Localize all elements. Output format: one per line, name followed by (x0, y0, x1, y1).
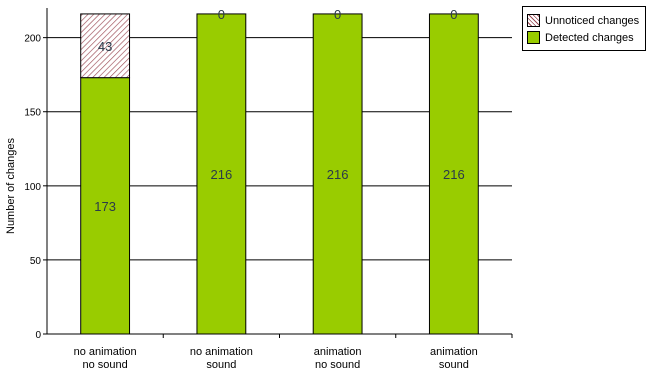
legend-item-unnoticed: Unnoticed changes (527, 12, 641, 29)
bar-detected (80, 77, 131, 335)
y-tick-label: 150 (24, 108, 41, 119)
solid-green-swatch-icon (527, 31, 540, 44)
bar-detected (428, 13, 479, 335)
legend-label-unnoticed: Unnoticed changes (545, 14, 640, 27)
y-tick-label: 0 (35, 330, 41, 341)
bars (80, 13, 479, 335)
hatched-swatch-icon (527, 14, 540, 27)
legend: Unnoticed changes Detected changes (522, 6, 646, 51)
x-category-label: sound (206, 359, 236, 371)
legend-label-detected: Detected changes (545, 31, 634, 44)
data-label-detected: 216 (327, 167, 349, 182)
axes (43, 8, 513, 338)
x-category-label: animation (314, 346, 362, 358)
data-label-detected: 173 (94, 199, 116, 214)
data-label-unnoticed: 43 (98, 39, 112, 54)
x-category-label: no animation (74, 346, 137, 358)
x-category-label: animation (430, 346, 478, 358)
y-tick-label: 100 (24, 182, 41, 193)
x-category-label: no animation (190, 346, 253, 358)
legend-item-detected: Detected changes (527, 29, 641, 46)
x-category-label: no sound (82, 359, 127, 371)
data-label-detected: 216 (211, 167, 233, 182)
data-label-detected: 216 (443, 167, 465, 182)
y-tick-label: 200 (24, 34, 41, 45)
x-category-label: no sound (315, 359, 360, 371)
data-label-unnoticed: 0 (334, 7, 341, 22)
data-label-unnoticed: 0 (218, 7, 225, 22)
x-category-label: sound (439, 359, 469, 371)
bar-detected (312, 13, 363, 335)
data-label-unnoticed: 0 (450, 7, 457, 22)
bar-unnoticed (80, 13, 131, 79)
y-tick-label: 50 (30, 256, 42, 267)
bar-detected (196, 13, 247, 335)
y-axis-title: Number of changes (5, 138, 17, 234)
